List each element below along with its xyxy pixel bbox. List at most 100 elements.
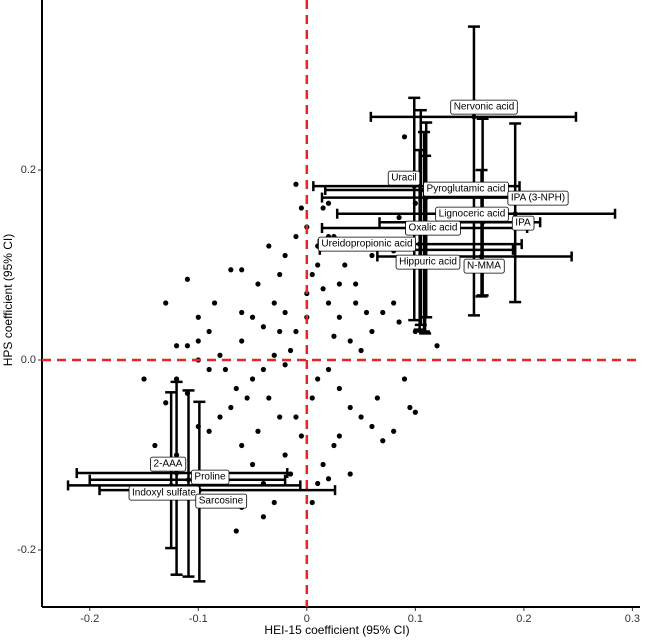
point-label: N-MMA	[463, 258, 505, 274]
label-box	[435, 206, 509, 222]
point	[255, 281, 261, 287]
labeled-point	[512, 211, 518, 217]
point	[298, 433, 304, 439]
labeled-point	[471, 114, 477, 120]
point	[358, 414, 364, 420]
point	[293, 233, 299, 240]
labeled-point	[422, 247, 428, 253]
point	[309, 395, 315, 401]
label-box	[463, 258, 505, 274]
point	[407, 404, 413, 411]
point	[380, 438, 386, 444]
point	[369, 252, 375, 259]
label-text: Nervonic acid	[454, 102, 515, 113]
point	[163, 400, 169, 406]
point	[353, 300, 359, 306]
point	[244, 395, 250, 401]
point	[315, 262, 321, 268]
point	[309, 271, 315, 278]
label-box	[191, 469, 230, 485]
point	[184, 343, 191, 349]
point-label: Hippuric acid	[395, 254, 461, 270]
label-box	[318, 236, 416, 252]
point	[239, 442, 245, 449]
y-axis-label: HPS coefficient (95% CI)	[1, 234, 15, 367]
point-label: Proline	[191, 469, 230, 485]
point	[271, 352, 277, 358]
label-box	[128, 485, 200, 501]
y-tick-label: 0.2	[21, 164, 36, 176]
y-tick-label: -0.2	[17, 544, 36, 556]
labeled-point	[185, 477, 192, 483]
point	[239, 309, 245, 316]
point	[277, 271, 283, 278]
point	[320, 286, 326, 292]
point	[320, 205, 326, 211]
point	[266, 395, 272, 401]
label-text: Proline	[194, 472, 226, 483]
point	[206, 428, 212, 434]
point	[363, 309, 370, 316]
point	[401, 134, 408, 140]
point	[347, 404, 353, 411]
point	[233, 528, 239, 534]
point	[271, 499, 277, 506]
point	[184, 276, 191, 282]
point-label: IPA (3-NPH)	[507, 190, 569, 206]
point	[152, 442, 158, 449]
label-box	[387, 170, 421, 186]
point	[282, 362, 288, 368]
x-tick-label: -0.2	[80, 613, 99, 625]
label-text: IPA (3-NPH)	[511, 193, 565, 204]
point	[282, 309, 288, 316]
point	[434, 343, 440, 349]
label-box	[423, 181, 509, 197]
point	[249, 461, 256, 468]
point	[315, 480, 321, 487]
labeled-point	[478, 253, 485, 260]
point	[336, 281, 342, 287]
point	[260, 324, 267, 330]
x-tick-label: -0.1	[189, 613, 208, 625]
label-box	[195, 493, 248, 509]
point	[331, 333, 337, 339]
point	[173, 343, 180, 349]
point	[401, 376, 408, 382]
point	[266, 243, 272, 249]
point-label: 2-AAA	[150, 456, 187, 472]
point	[195, 338, 201, 344]
point	[342, 262, 348, 268]
point	[287, 347, 294, 354]
point	[347, 471, 353, 477]
point	[217, 414, 223, 420]
point	[293, 328, 299, 335]
point	[228, 404, 234, 411]
point-label: Sarcosine	[195, 493, 248, 509]
point	[298, 205, 304, 211]
point	[249, 376, 256, 382]
x-tick-label: 0.2	[516, 613, 531, 625]
point	[239, 338, 245, 344]
label-box	[511, 215, 535, 231]
point	[369, 328, 375, 335]
point-label: Lignoceric acid	[435, 206, 509, 222]
y-tick-label: 0.0	[21, 354, 36, 366]
point	[163, 300, 169, 306]
point	[141, 376, 147, 382]
point	[206, 366, 212, 373]
point	[347, 338, 353, 344]
label-box	[150, 456, 187, 472]
x-axis-label: HEI-15 coefficient (95% CI)	[264, 623, 409, 637]
point	[412, 409, 418, 415]
label-box	[450, 99, 518, 115]
point	[325, 366, 332, 373]
point	[391, 300, 397, 306]
point	[228, 267, 234, 273]
point-label: Uracil	[387, 170, 421, 186]
label-text: IPA	[515, 218, 531, 229]
point	[353, 281, 359, 287]
point	[391, 428, 397, 434]
point	[396, 214, 402, 221]
point	[336, 433, 342, 439]
